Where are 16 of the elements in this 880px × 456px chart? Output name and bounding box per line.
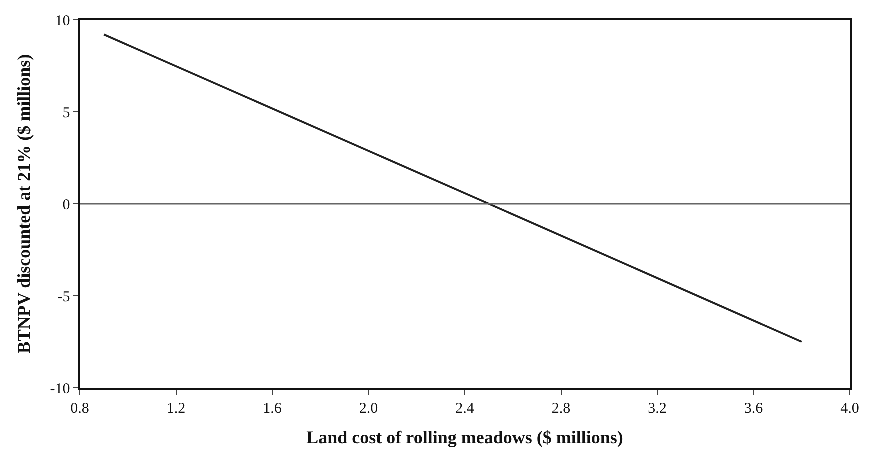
x-tick-label: 3.2 <box>648 400 667 417</box>
x-tick-label: 2.0 <box>359 400 378 417</box>
x-tick-label: 1.6 <box>263 400 282 417</box>
x-tick-label: 1.2 <box>166 400 186 417</box>
x-tick-label: 2.8 <box>552 400 571 417</box>
y-tick-label: 10 <box>55 13 70 30</box>
y-tick-label: 0 <box>62 197 70 214</box>
x-tick-label: 3.6 <box>744 400 764 417</box>
x-axis-title: Land cost of rolling meadows ($ millions) <box>306 427 624 448</box>
y-axis-title: BTNPV discounted at 21% ($ millions) <box>14 54 34 354</box>
y-tick-label: 5 <box>62 105 70 122</box>
x-tick-label: 4.0 <box>840 400 860 417</box>
y-tick-label: -10 <box>50 381 70 398</box>
x-tick-label: 0.8 <box>70 400 90 417</box>
y-tick-label: -5 <box>58 289 70 306</box>
x-tick-label: 2.4 <box>456 400 475 417</box>
